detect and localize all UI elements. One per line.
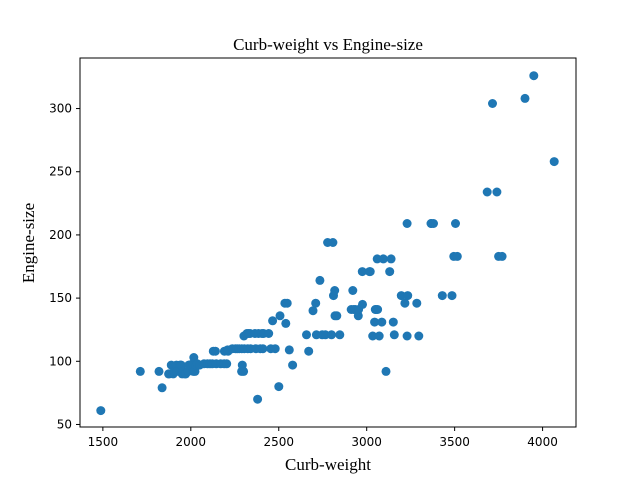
data-point: [492, 187, 502, 197]
data-point: [497, 251, 507, 261]
data-point: [258, 344, 268, 354]
y-tick-label: 150: [49, 291, 72, 305]
data-point: [370, 317, 380, 327]
data-point: [357, 267, 367, 277]
data-point: [414, 331, 424, 341]
data-point: [274, 382, 284, 392]
data-point: [332, 311, 342, 321]
data-point: [381, 366, 391, 376]
y-tick-label: 200: [49, 228, 72, 242]
data-point: [304, 346, 314, 356]
data-point: [378, 254, 388, 264]
data-point: [275, 311, 285, 321]
y-tick-label: 50: [57, 417, 72, 431]
data-point: [284, 345, 294, 355]
data-point: [385, 267, 395, 277]
data-point: [403, 291, 413, 301]
data-point: [348, 286, 358, 295]
y-tick-label: 100: [49, 354, 72, 368]
data-point: [377, 317, 387, 327]
y-tick-label: 250: [49, 165, 72, 179]
data-point: [520, 93, 530, 103]
data-point: [396, 291, 406, 301]
data-point: [368, 331, 378, 341]
data-point: [96, 406, 106, 416]
data-points: [96, 71, 559, 416]
data-point: [402, 331, 412, 341]
x-tick-label: 3500: [439, 435, 470, 449]
data-point: [264, 329, 274, 338]
data-point: [447, 291, 457, 301]
y-axis: 50 100 150 200 250 300: [49, 102, 80, 431]
data-point: [328, 238, 338, 247]
data-point: [389, 330, 399, 340]
data-point: [270, 344, 280, 354]
data-point: [157, 383, 167, 393]
data-point: [373, 305, 383, 314]
chart-title: Curb-weight vs Engine-size: [233, 35, 423, 54]
x-tick-label: 4000: [527, 435, 558, 449]
x-axis-label: Curb-weight: [285, 455, 371, 474]
data-point: [482, 187, 492, 197]
data-point: [372, 254, 382, 264]
data-point: [529, 71, 539, 81]
data-point: [488, 99, 497, 108]
data-point: [154, 366, 164, 376]
data-point: [358, 299, 367, 309]
data-point: [386, 254, 396, 264]
data-point: [222, 359, 232, 369]
data-point: [451, 219, 460, 228]
x-tick-label: 2500: [263, 435, 294, 449]
data-point: [437, 291, 447, 301]
data-point: [268, 316, 278, 326]
data-point: [302, 330, 311, 340]
data-point: [308, 306, 318, 316]
data-point: [365, 267, 375, 277]
x-axis: 1500 2000 2500 3000 3500 4000: [88, 427, 558, 449]
data-point: [374, 331, 384, 341]
plot-frame: [79, 57, 577, 428]
x-tick-label: 1500: [88, 435, 119, 449]
data-point: [402, 219, 412, 228]
x-tick-label: 2000: [176, 435, 207, 449]
data-point: [412, 298, 422, 308]
data-point: [400, 298, 410, 308]
data-point: [311, 298, 321, 308]
data-point: [281, 318, 291, 328]
data-point: [288, 360, 298, 370]
data-point: [315, 275, 325, 285]
data-point: [335, 330, 345, 340]
data-point: [253, 394, 263, 404]
data-point: [429, 219, 438, 228]
y-tick-label: 300: [49, 102, 72, 116]
x-tick-label: 3000: [351, 435, 382, 449]
data-point: [327, 330, 336, 340]
data-point: [388, 317, 398, 327]
data-point: [210, 346, 220, 356]
data-point: [330, 286, 340, 295]
data-point: [452, 251, 462, 261]
data-point: [549, 157, 559, 167]
y-axis-label: Engine-size: [19, 203, 38, 283]
data-point: [239, 366, 249, 376]
data-point: [135, 366, 145, 376]
data-point: [282, 298, 292, 308]
